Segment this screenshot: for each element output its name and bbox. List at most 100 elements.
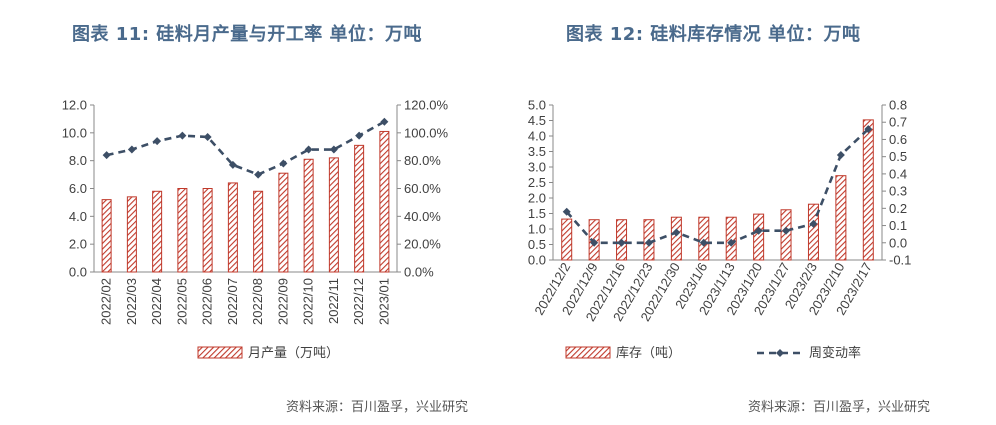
y-tick-label: 3.0 [528,160,546,175]
bar [177,188,188,273]
line-point [304,145,313,154]
line-point [127,145,136,154]
x-tick-label: 2022/10 [301,278,316,325]
line-point [754,226,763,235]
right-chart: 0.00.51.01.52.02.53.03.54.04.55.0-0.10.0… [528,98,911,362]
y2-tick-label: 0.5 [889,149,907,164]
y-tick-label: 0.5 [528,237,546,252]
y-tick-label: 4.0 [69,209,87,224]
y-tick-label: 2.0 [528,191,546,206]
y2-tick-label: 80.0% [404,153,441,168]
y2-tick-label: 0.4 [889,166,907,181]
y2-tick-label: -0.1 [889,253,911,268]
bar [698,216,710,261]
rate-line [565,128,870,245]
legend-bar-swatch [197,346,243,359]
y2-tick-label: 0.0% [404,265,434,280]
bar [328,157,339,273]
line-point [699,238,708,247]
bar [561,218,573,261]
left-chart: 0.0 2.0 4.0 6.0 8.0 10.0 12.0 0.0% 20.0% 40.0% 60.… [62,98,449,362]
x-tick-label: 2022/02 [99,278,114,325]
line-point [153,137,162,146]
bar [303,158,314,273]
bar [835,175,847,261]
x-tick-label: 2022/07 [225,278,240,325]
y-tick-label: 0.0 [69,265,87,280]
line-point [617,238,626,247]
bar [227,182,238,273]
bar [101,199,112,273]
line-point [590,238,599,247]
bar [126,196,137,273]
bar [780,209,792,261]
legend-bar-label: 月产量（万吨） [248,346,339,361]
y-tick-label: 2.5 [528,175,546,190]
legend-bar-label: 库存（吨） [616,345,681,361]
y2-tick-label: 0.1 [889,218,907,233]
bar [670,216,682,261]
y2-tick-label: 40.0% [404,209,441,224]
line-point [672,228,681,237]
y-tick-label: 1.5 [528,206,546,221]
x-tick-label: 2022/05 [174,278,189,325]
y-tick-label: 12.0 [62,98,87,113]
bar [379,130,390,273]
line-point [102,151,111,160]
y2-tick-label: 20.0% [404,237,441,252]
x-tick-label: 2022/11 [326,278,341,324]
line-point [329,145,338,154]
line-point [178,131,187,140]
y-tick-label: 2.0 [69,237,87,252]
bar [202,188,213,273]
line-point [864,125,873,134]
right-chart-title: 图表 12: 硅料库存情况 单位：万吨 [566,24,861,45]
y-tick-label: 0.0 [528,253,546,268]
x-tick-label: 2022/06 [200,278,215,325]
y-tick-label: 4.5 [528,113,546,128]
bar [278,172,289,273]
rate-line [106,120,386,176]
y2-tick-label: 120.0% [404,98,449,113]
legend-line-marker [776,349,784,357]
line-point [228,160,237,169]
y-tick-label: 1.0 [528,222,546,237]
line-point [727,238,736,247]
y-tick-label: 8.0 [69,153,87,168]
y-tick-label: 4.0 [528,129,546,144]
y-tick-label: 5.0 [528,98,546,113]
y2-tick-label: 0.8 [889,98,907,113]
x-tick-label: 2022/08 [250,278,265,325]
line-point [644,238,653,247]
bar [253,190,264,273]
x-tick-label: 2022/12 [351,278,366,325]
x-tick-label: 2022/04 [149,278,164,325]
bar [862,119,874,261]
bar [354,144,365,273]
line-point [380,117,389,126]
bar [807,203,819,261]
line-point [279,159,288,168]
line-point [562,207,571,216]
line-point [203,133,212,142]
line-point [355,131,364,140]
bar [753,213,765,261]
y-tick-label: 10.0 [62,125,87,140]
y2-tick-label: 0.7 [889,115,907,130]
x-tick-label: 2022/09 [275,278,290,325]
y2-tick-label: 0.6 [889,132,907,147]
line-point [809,219,818,228]
bar [152,190,163,273]
right-chart-source: 资料来源：百川盈孚，兴业研究 [748,400,931,415]
x-tick-label: 2023/01 [376,278,391,325]
line-point [254,170,263,179]
legend-bar-swatch [565,346,611,359]
bar [725,216,737,261]
x-tick-label: 2022/03 [124,278,139,325]
y2-tick-label: 0.2 [889,201,907,216]
y2-tick-label: 0.3 [889,184,907,199]
legend-line-label: 周变动率 [809,345,861,361]
line-point [836,150,845,159]
y-tick-label: 3.5 [528,144,546,159]
